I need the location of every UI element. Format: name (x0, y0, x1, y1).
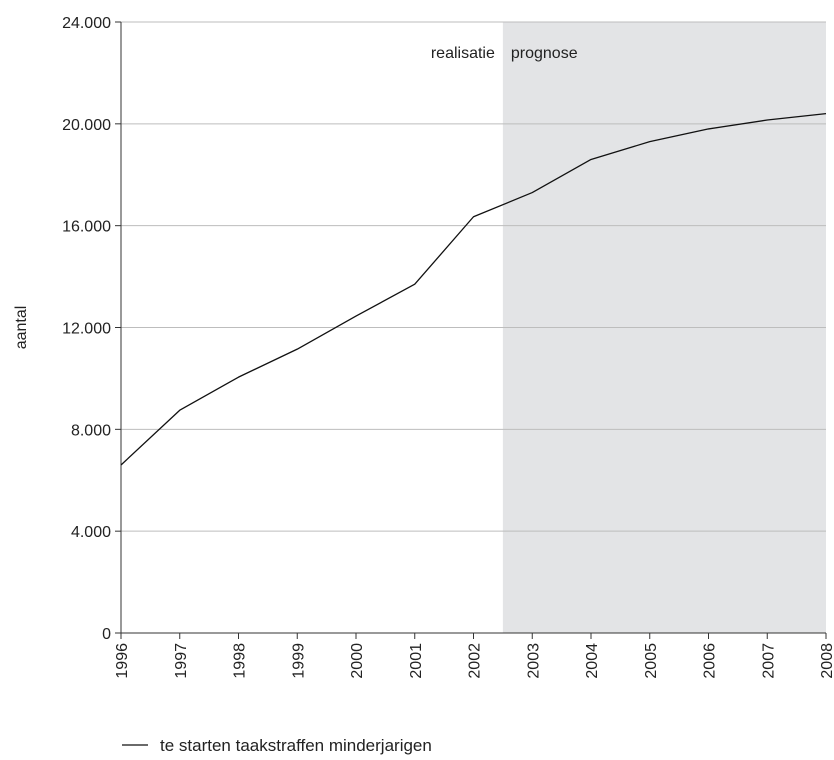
legend: te starten taakstraffen minderjarigen (122, 736, 432, 755)
y-tick-labels: 0 4.000 8.000 12.000 16.000 20.000 24.000 (62, 15, 111, 643)
x-tick-label: 2006 (702, 643, 719, 679)
y-tick-label: 4.000 (71, 524, 111, 541)
x-tick-label: 2007 (760, 643, 777, 679)
y-tick-label: 8.000 (71, 422, 111, 439)
x-tick-label: 2005 (643, 643, 660, 679)
y-tick-label: 16.000 (62, 219, 111, 236)
series-lines (120, 113, 827, 466)
y-tick-label: 24.000 (62, 15, 111, 32)
y-tick-label: 20.000 (62, 117, 111, 134)
y-tick-label: 12.000 (62, 321, 111, 338)
x-tick-label: 2008 (819, 643, 834, 679)
legend-label: te starten taakstraffen minderjarigen (160, 736, 432, 755)
gridlines (115, 21, 826, 634)
x-tick-label: 2003 (525, 643, 542, 679)
x-tick-label: 2002 (467, 643, 484, 679)
x-tick-label: 1996 (114, 643, 131, 679)
x-tick-label: 1998 (232, 643, 249, 679)
y-axis-title: aantal (13, 306, 30, 350)
series-line (120, 113, 827, 466)
x-tick-label: 1997 (173, 643, 190, 679)
x-tick-label: 2000 (349, 643, 366, 679)
x-tick-label: 2001 (408, 643, 425, 679)
annotation-prognose: prognose (511, 45, 578, 62)
y-tick-label: 0 (102, 626, 111, 643)
annotation-realisatie: realisatie (431, 45, 495, 62)
x-tick-label: 1999 (290, 643, 307, 679)
x-tick-label: 2004 (584, 643, 601, 679)
x-tick-labels: 1996 1997 1998 1999 2000 2001 2002 2003 2004 2005… (114, 633, 834, 679)
